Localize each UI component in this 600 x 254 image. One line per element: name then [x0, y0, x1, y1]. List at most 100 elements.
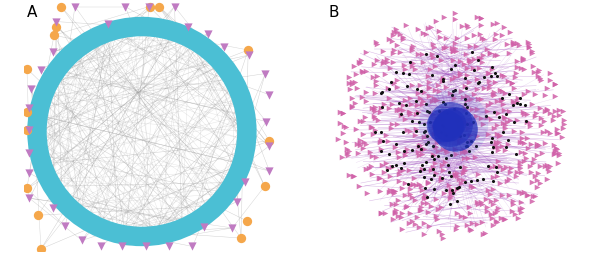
- Point: [388, 52, 397, 56]
- Point: [433, 122, 443, 126]
- Point: [488, 146, 498, 150]
- Point: [370, 129, 380, 133]
- Point: [407, 84, 417, 88]
- Point: [389, 48, 399, 52]
- Point: [404, 221, 414, 225]
- Point: [444, 183, 454, 187]
- Point: [415, 97, 424, 101]
- Point: [424, 210, 433, 214]
- Point: [545, 131, 554, 135]
- Point: [370, 62, 379, 67]
- Point: [413, 92, 422, 96]
- Point: [550, 151, 560, 155]
- Point: [44, 177, 53, 181]
- Point: [465, 45, 475, 49]
- Point: [51, 25, 61, 29]
- Point: [447, 46, 457, 51]
- Point: [404, 169, 414, 173]
- Point: [442, 188, 451, 192]
- Point: [452, 108, 461, 112]
- Point: [431, 124, 441, 128]
- Point: [448, 50, 458, 54]
- Point: [476, 200, 485, 204]
- Point: [433, 150, 443, 154]
- Point: [504, 110, 514, 114]
- Point: [379, 171, 389, 175]
- Point: [507, 82, 517, 86]
- Point: [529, 194, 538, 198]
- Point: [440, 121, 450, 125]
- Point: [559, 126, 568, 130]
- Point: [449, 107, 458, 112]
- Point: [396, 113, 406, 117]
- Point: [508, 43, 518, 47]
- Point: [419, 232, 428, 236]
- Point: [227, 226, 237, 230]
- Point: [22, 187, 32, 191]
- Point: [522, 121, 532, 125]
- Point: [477, 202, 487, 206]
- Point: [488, 66, 497, 70]
- Point: [430, 161, 439, 165]
- Point: [406, 102, 415, 106]
- Point: [517, 206, 527, 210]
- Point: [511, 72, 521, 76]
- Point: [170, 229, 179, 233]
- Point: [469, 93, 479, 97]
- Point: [388, 189, 397, 193]
- Point: [242, 219, 251, 223]
- Point: [385, 153, 394, 157]
- Point: [497, 90, 507, 94]
- Point: [518, 111, 527, 115]
- Point: [541, 109, 550, 114]
- Point: [450, 63, 460, 67]
- Point: [441, 45, 451, 50]
- Point: [410, 223, 419, 227]
- Point: [523, 112, 532, 116]
- Point: [554, 109, 563, 113]
- Point: [377, 211, 386, 215]
- Point: [437, 120, 447, 124]
- Point: [361, 115, 370, 119]
- Point: [211, 56, 221, 60]
- Point: [423, 180, 433, 184]
- Point: [413, 88, 422, 92]
- Point: [386, 126, 396, 130]
- Point: [490, 38, 500, 42]
- Point: [170, 30, 179, 35]
- Point: [525, 125, 535, 129]
- Point: [380, 179, 390, 183]
- Point: [466, 98, 475, 102]
- Point: [411, 112, 421, 116]
- Point: [449, 97, 458, 101]
- Point: [120, 6, 130, 10]
- Point: [60, 224, 70, 228]
- Point: [454, 125, 464, 129]
- Point: [390, 189, 400, 193]
- Point: [491, 141, 501, 145]
- Point: [129, 26, 139, 30]
- Point: [478, 232, 488, 236]
- Point: [103, 22, 113, 26]
- Point: [459, 157, 469, 161]
- Point: [462, 67, 472, 71]
- Point: [459, 134, 469, 138]
- Point: [430, 173, 439, 178]
- Point: [512, 170, 521, 174]
- Point: [472, 87, 482, 91]
- Point: [507, 81, 517, 85]
- Point: [410, 133, 420, 137]
- Point: [433, 117, 443, 121]
- Point: [335, 110, 345, 114]
- Point: [523, 193, 532, 197]
- Point: [506, 167, 515, 171]
- Point: [430, 126, 439, 130]
- Point: [489, 111, 499, 115]
- Point: [376, 130, 386, 134]
- Point: [199, 215, 208, 219]
- Point: [462, 141, 472, 145]
- Point: [428, 56, 438, 60]
- Point: [452, 37, 462, 41]
- Point: [63, 56, 73, 60]
- Point: [433, 117, 442, 121]
